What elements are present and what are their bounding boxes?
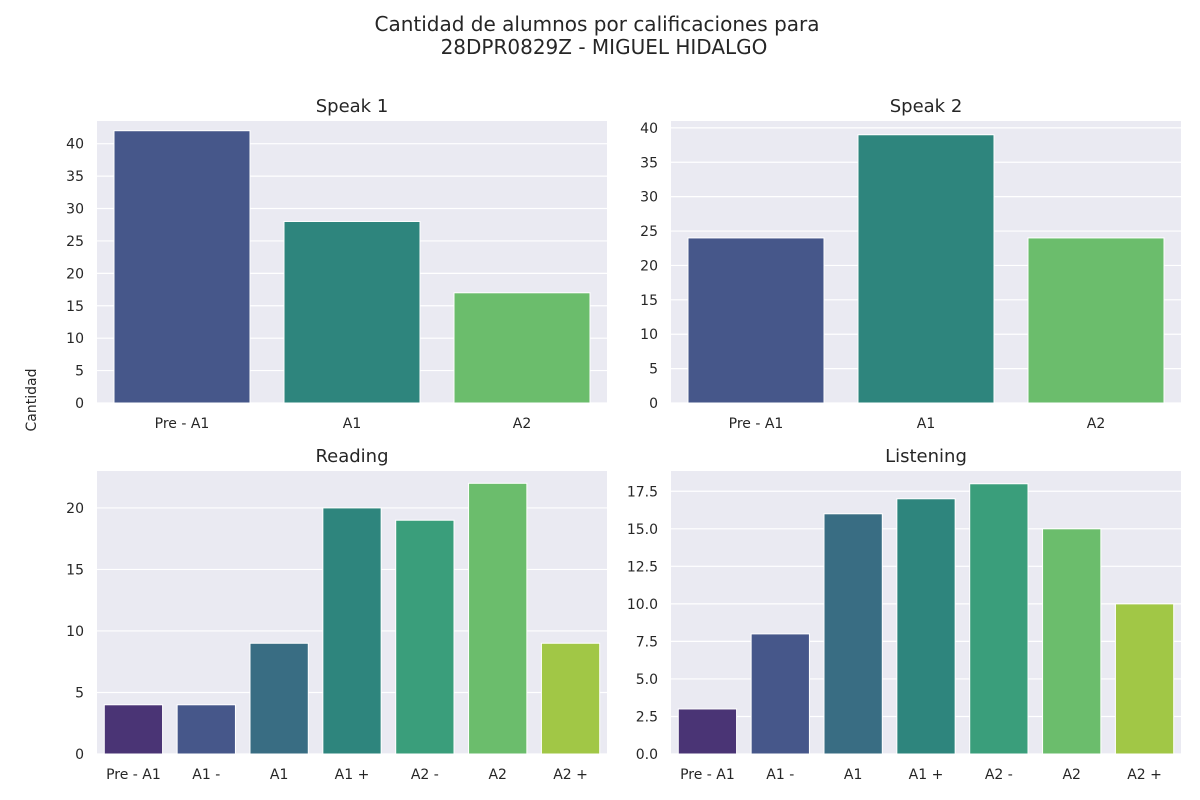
- subplot-title: Speak 2: [890, 96, 963, 117]
- y-tick-label: 10: [66, 624, 84, 640]
- x-tick-label: A1 -: [766, 767, 794, 783]
- x-tick-label: Pre - A1: [729, 416, 784, 432]
- y-tick-label: 40: [66, 137, 84, 153]
- x-tick-label: Pre - A1: [680, 767, 735, 783]
- bar-a1: [283, 220, 421, 404]
- y-tick-label: 0.0: [636, 747, 658, 763]
- y-tick-label: 30: [66, 202, 84, 218]
- y-tick-label: 0: [75, 396, 84, 412]
- x-tick-label: A1: [917, 416, 935, 432]
- y-tick-label: 5: [75, 685, 84, 701]
- x-tick-label: A2: [1062, 767, 1080, 783]
- bar-a2-: [969, 483, 1029, 755]
- x-tick-label: A1 -: [192, 767, 220, 783]
- bar-pre-a1: [103, 704, 164, 755]
- figure-title-line2: 28DPR0829Z - MIGUEL HIDALGO: [441, 35, 768, 59]
- y-tick-label: 0: [75, 747, 84, 763]
- x-tick-label: A2 +: [553, 767, 588, 783]
- subplot-1: 0 5 10 15 20 25 30 35 40 Pre - A1 A1 A2 Speak 2: [640, 96, 1181, 432]
- subplot-2: 0 5 10 15 20 Pre - A1 A1 - A1 A1 + A2 - A2 A2 + Read…: [66, 446, 607, 783]
- bar-a2: [453, 292, 591, 404]
- y-tick-label: 17.5: [627, 484, 658, 500]
- bar-a1-: [176, 704, 236, 755]
- y-tick-label: 20: [66, 266, 84, 282]
- y-tick-label: 15: [66, 299, 84, 315]
- bar-a1-: [322, 507, 382, 755]
- bar-a1-: [896, 498, 956, 755]
- subplot-title: Reading: [315, 446, 388, 467]
- subplot-grid: 0 5 10 15 20 25 30 35 40 Pre - A1 A1 A2 Speak 1 0 5 10 1…: [66, 96, 1181, 783]
- bar-a1: [249, 642, 309, 755]
- y-tick-label: 5: [649, 362, 658, 378]
- y-tick-label: 10: [66, 331, 84, 347]
- x-tick-label: A2 -: [411, 767, 439, 783]
- x-tick-label: A1 +: [335, 767, 370, 783]
- x-tick-label: A2 -: [985, 767, 1013, 783]
- subplot-3: 0.0 2.5 5.0 7.5 10.0 12.5 15.0 17.5 Pre - A1 A1 -…: [627, 446, 1181, 783]
- x-tick-label: A1: [343, 416, 361, 432]
- subplot-title: Listening: [885, 446, 967, 467]
- y-tick-label: 20: [640, 258, 658, 274]
- y-tick-label: 2.5: [636, 709, 658, 725]
- y-tick-label: 0: [649, 396, 658, 412]
- bar-a2-: [1114, 603, 1175, 755]
- x-tick-label: A1: [270, 767, 288, 783]
- bar-a2: [1042, 528, 1102, 755]
- y-tick-label: 10: [640, 327, 658, 343]
- y-tick-label: 35: [66, 169, 84, 185]
- x-tick-label: A2: [513, 416, 531, 432]
- subplot-0: 0 5 10 15 20 25 30 35 40 Pre - A1 A1 A2 Speak 1: [66, 96, 607, 432]
- y-tick-label: 40: [640, 121, 658, 137]
- figure-title-line1: Cantidad de alumnos por calificaciones p…: [374, 12, 819, 36]
- y-tick-label: 5: [75, 364, 84, 380]
- x-tick-label: A1: [844, 767, 862, 783]
- bar-pre-a1: [677, 708, 738, 755]
- x-tick-label: A1 +: [909, 767, 944, 783]
- y-tick-label: 25: [640, 224, 658, 240]
- y-tick-label: 15.0: [627, 522, 658, 538]
- bar-pre-a1: [113, 130, 251, 404]
- x-tick-label: Pre - A1: [155, 416, 210, 432]
- bar-a2: [468, 482, 528, 755]
- bar-a2: [1027, 237, 1165, 404]
- x-tick-label: A2 +: [1127, 767, 1162, 783]
- y-tick-label: 7.5: [636, 634, 658, 650]
- bar-a1-: [750, 633, 810, 755]
- bar-a1: [857, 134, 995, 404]
- y-tick-label: 25: [66, 234, 84, 250]
- bar-pre-a1: [687, 237, 825, 404]
- bar-a2-: [540, 642, 601, 755]
- y-tick-label: 20: [66, 501, 84, 517]
- bar-a2-: [395, 519, 455, 755]
- y-tick-label: 15: [640, 293, 658, 309]
- x-tick-label: A2: [1087, 416, 1105, 432]
- subplot-title: Speak 1: [316, 96, 389, 117]
- y-tick-label: 30: [640, 190, 658, 206]
- y-axis-label: Cantidad: [24, 369, 40, 432]
- y-tick-label: 15: [66, 562, 84, 578]
- y-tick-label: 10.0: [627, 597, 658, 613]
- bar-a1: [823, 513, 883, 755]
- y-tick-label: 5.0: [636, 672, 658, 688]
- x-tick-label: Pre - A1: [106, 767, 161, 783]
- y-tick-label: 35: [640, 155, 658, 171]
- y-tick-label: 12.5: [627, 559, 658, 575]
- x-tick-label: A2: [488, 767, 506, 783]
